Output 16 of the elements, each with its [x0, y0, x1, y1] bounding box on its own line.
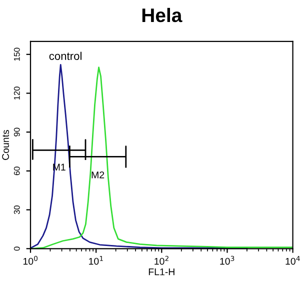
y-tick-label: 120 — [14, 86, 20, 100]
x-tick-label: 10$^{4}$ — [286, 256, 300, 265]
annotation: M2 — [92, 171, 104, 178]
x-tick-label: 10$^{1}$ — [89, 256, 103, 265]
y-axis-title: Counts — [2, 130, 10, 160]
y-tick-label: 90 — [14, 128, 20, 136]
x-tick-label: 10$^{3}$ — [220, 256, 234, 265]
chart-title: Hela — [142, 8, 182, 22]
annotation: control — [49, 52, 82, 60]
x-tick-label: 10$^{0}$ — [23, 256, 38, 265]
y-tick-label: 150 — [14, 48, 20, 61]
y-tick-label: 0 — [14, 246, 20, 251]
y-tick-label: 60 — [14, 166, 20, 176]
y-tick-label: 30 — [14, 205, 20, 214]
x-tick-label: 10$^{2}$ — [154, 256, 168, 265]
x-axis-title: FL1-H — [148, 268, 174, 276]
